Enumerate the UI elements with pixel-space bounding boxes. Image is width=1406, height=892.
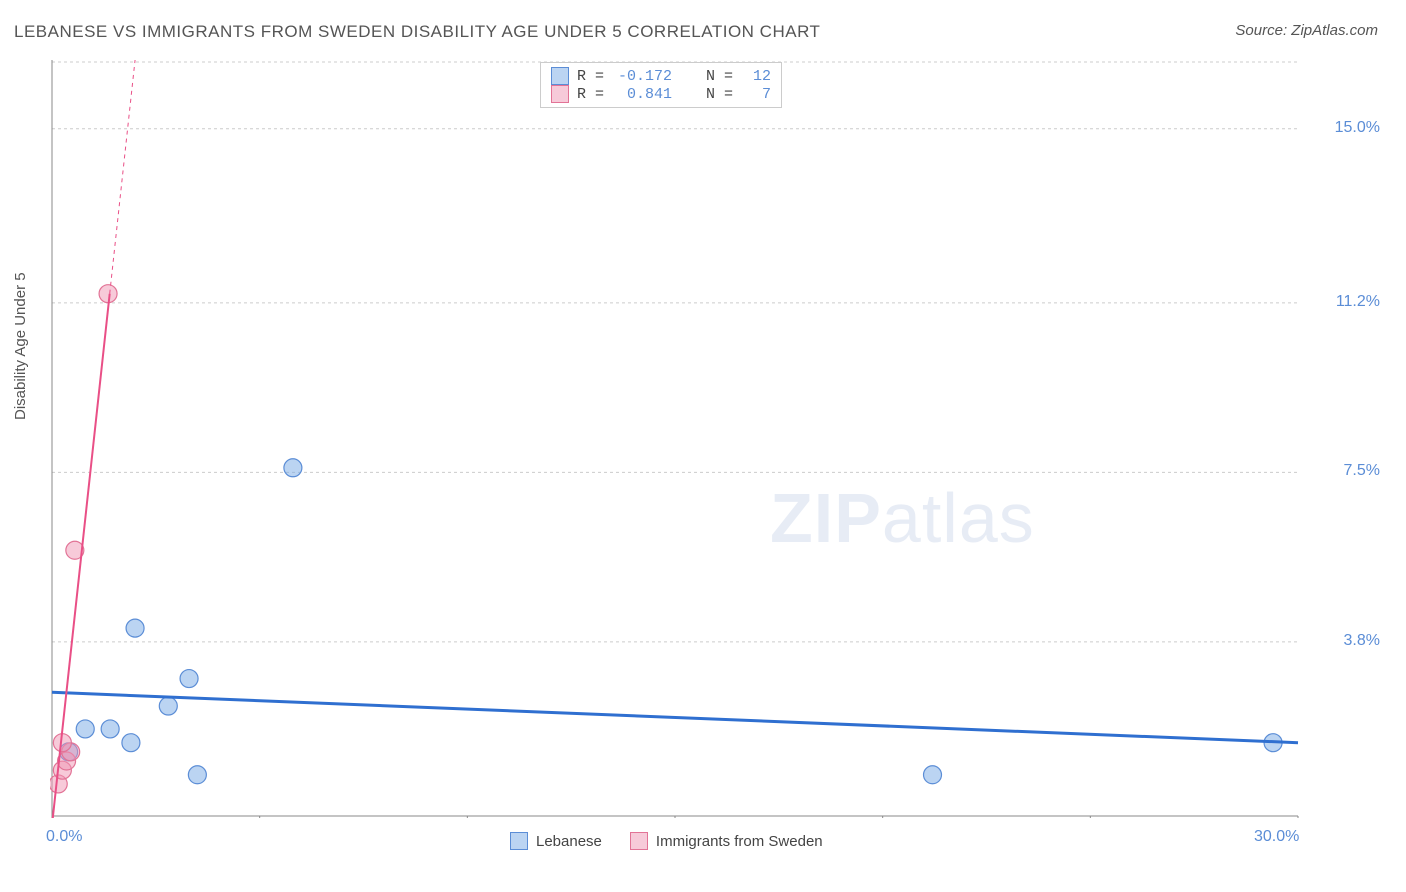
r-label: R = (577, 68, 604, 85)
legend-swatch (510, 832, 528, 850)
n-label: N = (706, 68, 733, 85)
legend-row: R = -0.172 N = 12 (551, 67, 771, 85)
r-value: -0.172 (612, 68, 672, 85)
n-value: 12 (741, 68, 771, 85)
x-tick-label: 0.0% (46, 828, 82, 846)
n-value: 7 (741, 86, 771, 103)
legend-item: Lebanese (510, 832, 602, 850)
source-prefix: Source: (1235, 22, 1291, 39)
scatter-chart-svg (50, 58, 1300, 818)
x-tick-label: 30.0% (1254, 828, 1299, 846)
correlation-legend: R = -0.172 N = 12 R = 0.841 N = 7 (540, 62, 782, 108)
n-label: N = (706, 86, 733, 103)
y-tick-label: 15.0% (1320, 119, 1380, 137)
source-attribution: Source: ZipAtlas.com (1235, 22, 1378, 39)
y-tick-label: 7.5% (1320, 462, 1380, 480)
source-site: ZipAtlas.com (1291, 22, 1378, 39)
legend-row: R = 0.841 N = 7 (551, 85, 771, 103)
chart-area: ZIPatlas R = -0.172 N = 12 R = 0.841 N =… (50, 58, 1300, 818)
legend-label: Lebanese (536, 833, 602, 850)
series-legend: Lebanese Immigrants from Sweden (510, 832, 823, 850)
y-axis-label: Disability Age Under 5 (12, 272, 29, 420)
chart-title: LEBANESE VS IMMIGRANTS FROM SWEDEN DISAB… (14, 22, 820, 42)
legend-label: Immigrants from Sweden (656, 833, 823, 850)
r-label: R = (577, 86, 604, 103)
legend-swatch (551, 67, 569, 85)
r-value: 0.841 (612, 86, 672, 103)
legend-item: Immigrants from Sweden (630, 832, 823, 850)
legend-swatch (630, 832, 648, 850)
y-tick-label: 3.8% (1320, 632, 1380, 650)
y-tick-label: 11.2% (1320, 293, 1380, 311)
legend-swatch (551, 85, 569, 103)
